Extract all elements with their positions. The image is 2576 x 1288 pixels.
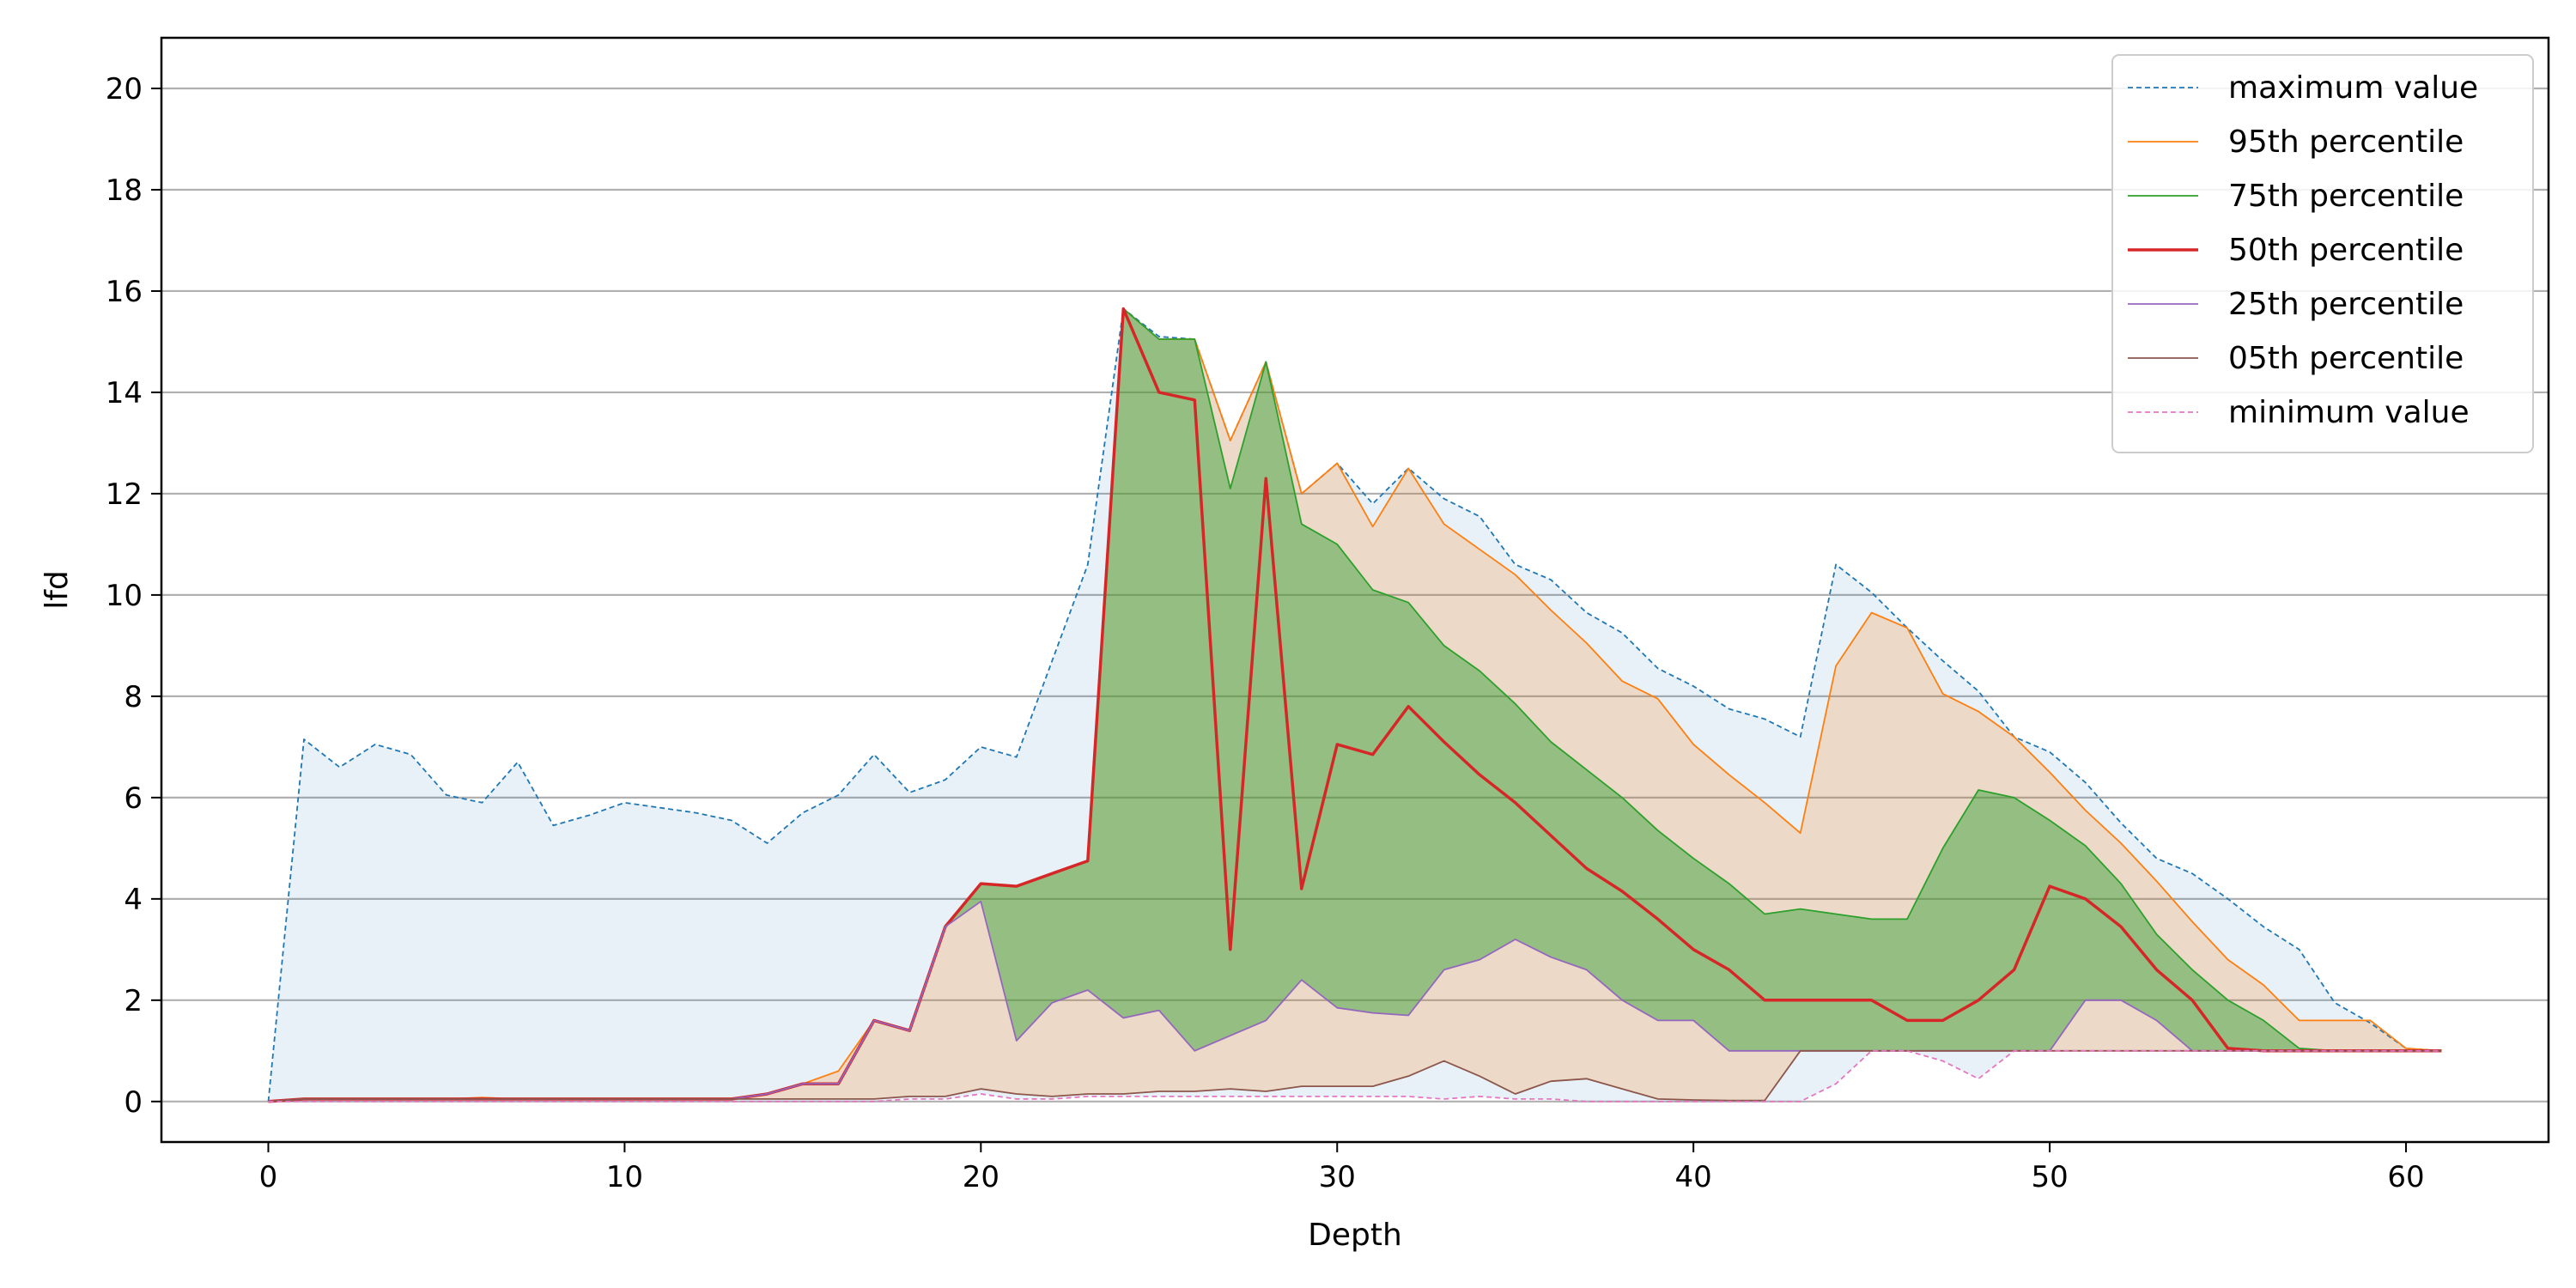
band-fill	[268, 308, 2442, 1102]
y-tick-label: 20	[106, 72, 143, 106]
legend-entry: 50th percentile	[2228, 233, 2464, 268]
legend: maximum value 95th percentile 75th percent…	[2111, 54, 2534, 453]
x-tick-label: 50	[2031, 1160, 2068, 1194]
x-axis-label: Depth	[1308, 1218, 1402, 1253]
series-line	[268, 1049, 2442, 1103]
band-fill	[268, 308, 2442, 1102]
y-tick-label: 12	[106, 477, 143, 512]
legend-frame	[2111, 54, 2534, 453]
x-tick-label: 60	[2387, 1160, 2424, 1194]
y-tick-label: 18	[106, 173, 143, 208]
legend-entry: 95th percentile	[2228, 125, 2464, 160]
y-tick-label: 0	[124, 1085, 143, 1120]
y-axis-label: lfd	[39, 570, 75, 610]
y-tick-label: 6	[124, 781, 143, 816]
y-tick-label: 4	[124, 883, 143, 917]
legend-entry: 05th percentile	[2228, 341, 2464, 376]
legend-entry: 25th percentile	[2228, 287, 2464, 322]
x-tick-label: 0	[259, 1160, 278, 1194]
x-tick-label: 30	[1319, 1160, 1356, 1194]
y-axis-ticks: 0 2 4 6 8 10 12 14 16 18 20	[106, 72, 161, 1120]
series-lines	[267, 307, 2442, 1103]
x-tick-label: 10	[606, 1160, 643, 1194]
series-line	[267, 307, 2442, 1102]
y-tick-label: 16	[106, 275, 143, 309]
fill-bands	[268, 308, 2442, 1102]
y-tick-label: 10	[106, 579, 143, 613]
plot-frame	[160, 36, 2550, 1144]
band-fill	[268, 308, 2442, 1102]
legend-entry: minimum value	[2228, 395, 2470, 430]
y-tick-label: 8	[124, 680, 143, 714]
x-tick-label: 40	[1675, 1160, 1712, 1194]
series-line	[268, 1049, 2442, 1103]
legend-entry: maximum value	[2228, 70, 2478, 106]
x-axis-ticks: 0 10 20 30 40 50 60	[259, 1142, 2425, 1194]
x-tick-label: 20	[963, 1160, 999, 1194]
legend-entry: 75th percentile	[2228, 179, 2464, 214]
y-tick-label: 14	[106, 376, 143, 410]
y-tick-label: 2	[124, 984, 143, 1018]
